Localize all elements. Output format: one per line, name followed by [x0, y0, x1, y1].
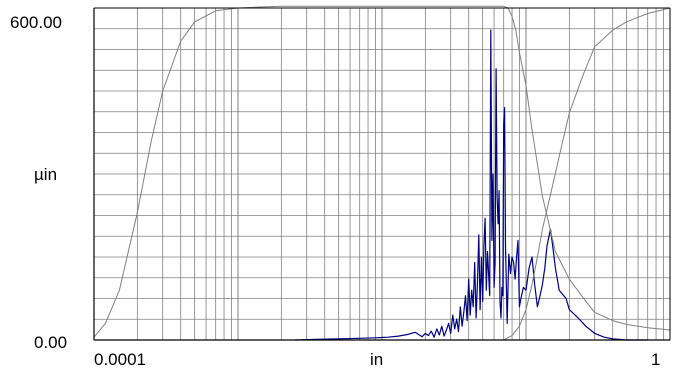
series-line-filter-1 — [93, 5, 671, 338]
y-axis-label: µin — [34, 165, 57, 184]
series-line-filter-2 — [503, 7, 671, 341]
y-tick-label-top: 600.00 — [10, 13, 62, 32]
series-line-spectrum — [295, 29, 648, 341]
x-tick-label-left: 0.0001 — [94, 350, 146, 369]
axes — [93, 7, 671, 341]
x-tick-label-right: 1 — [651, 350, 660, 369]
series-layer — [93, 5, 671, 341]
y-tick-label-bottom: 0.00 — [34, 333, 67, 352]
x-axis-label: in — [370, 350, 383, 369]
